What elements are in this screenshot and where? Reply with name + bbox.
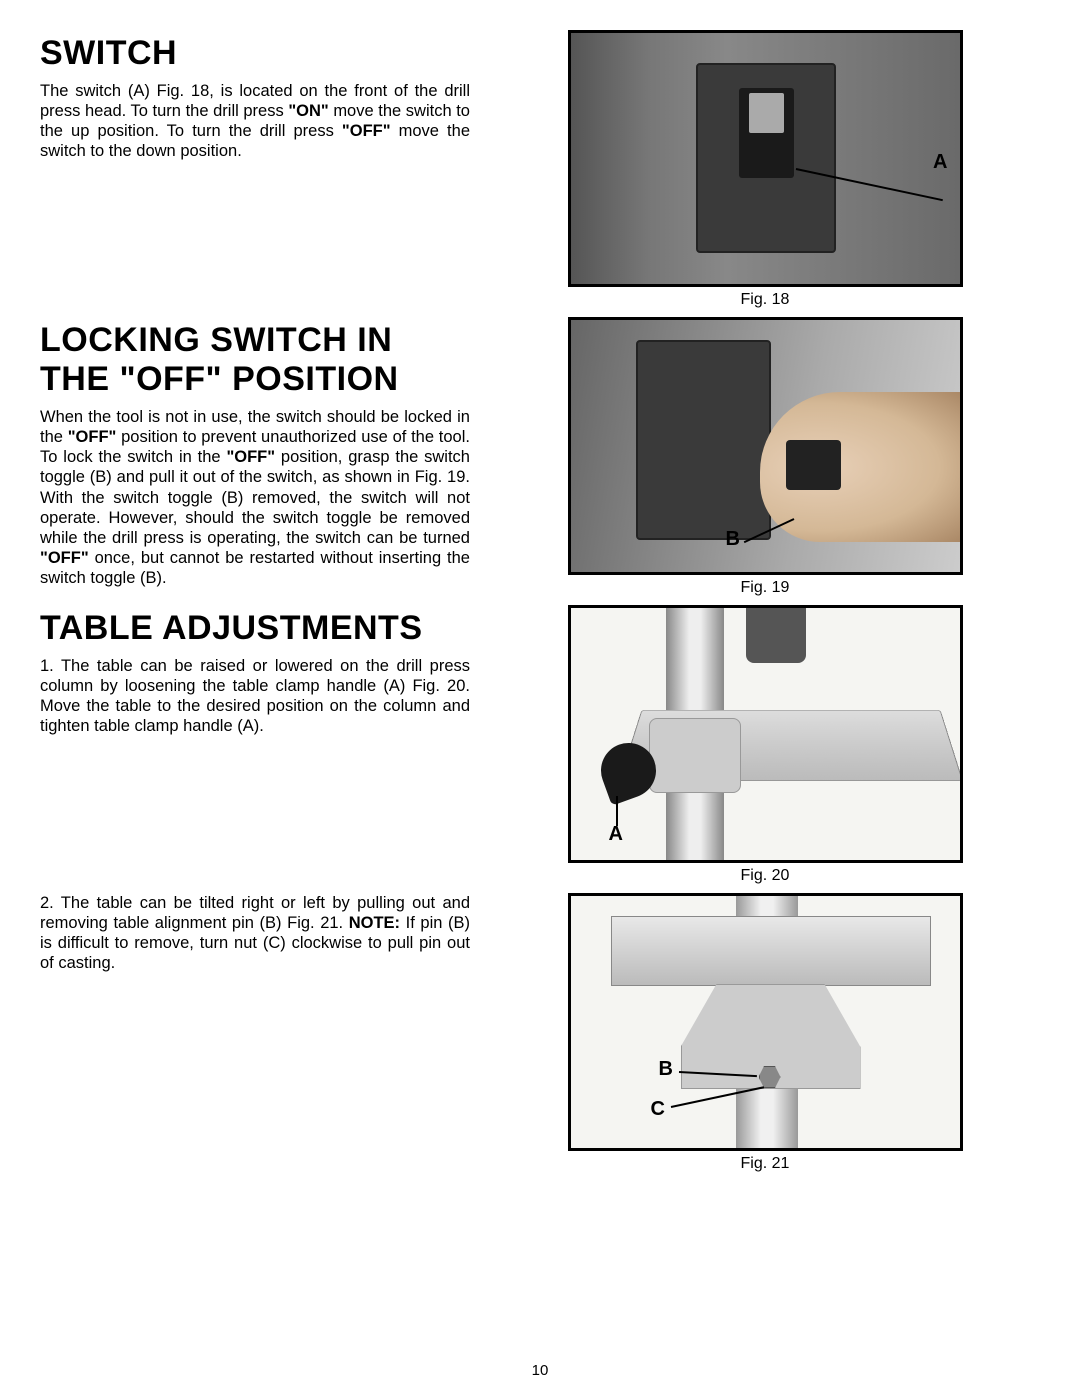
switch-text-column: SWITCH The switch (A) Fig. 18, is locate… xyxy=(40,30,470,309)
locking-heading: LOCKING SWITCH IN THE "OFF" POSITION xyxy=(40,321,470,399)
fig20-collar xyxy=(649,718,741,793)
fig18-caption: Fig. 18 xyxy=(741,291,790,309)
fig21-label-c: C xyxy=(651,1098,665,1121)
table-adj-text-column: TABLE ADJUSTMENTS 1. The table can be ra… xyxy=(40,605,470,885)
locking-text-6: once, but cannot be restarted without in… xyxy=(40,549,470,587)
fig19-column: B Fig. 19 xyxy=(490,317,1040,597)
table-adj-item2: 2. The table can be tilted right or left… xyxy=(40,893,470,974)
switch-heading: SWITCH xyxy=(40,34,470,73)
fig20-caption: Fig. 20 xyxy=(741,867,790,885)
figure-19: B xyxy=(568,317,963,575)
fig21-caption: Fig. 21 xyxy=(741,1155,790,1173)
fig21-label-b: B xyxy=(659,1058,673,1081)
figure-18: A xyxy=(568,30,963,287)
fig21-column: B C Fig. 21 xyxy=(490,893,1040,1173)
section-table-adj-row2: 2. The table can be tilted right or left… xyxy=(40,893,1040,1173)
section-locking-row: LOCKING SWITCH IN THE "OFF" POSITION Whe… xyxy=(40,317,1040,597)
locking-bold-2: "OFF" xyxy=(226,448,275,466)
fig19-label-b: B xyxy=(726,528,740,551)
fig21-table-underside xyxy=(611,916,931,986)
item2-bold-note: NOTE: xyxy=(349,914,400,932)
switch-bold-off: "OFF" xyxy=(342,122,391,140)
fig19-caption: Fig. 19 xyxy=(741,579,790,597)
figure-21: B C xyxy=(568,893,963,1151)
locking-body: When the tool is not in use, the switch … xyxy=(40,407,470,588)
switch-bold-on: "ON" xyxy=(288,102,328,120)
fig20-chuck xyxy=(746,608,806,663)
figure-20: A xyxy=(568,605,963,863)
locking-text-column: LOCKING SWITCH IN THE "OFF" POSITION Whe… xyxy=(40,317,470,597)
fig18-toggle xyxy=(749,93,784,133)
fig20-label-a: A xyxy=(609,823,623,846)
table-adj-text-column-2: 2. The table can be tilted right or left… xyxy=(40,893,470,1173)
fig19-switchbox xyxy=(636,340,771,540)
switch-body: The switch (A) Fig. 18, is located on th… xyxy=(40,81,470,162)
fig19-toggle-key xyxy=(786,440,841,490)
section-switch-row: SWITCH The switch (A) Fig. 18, is locate… xyxy=(40,30,1040,309)
fig18-column: A Fig. 18 xyxy=(490,30,1040,309)
table-adj-heading: TABLE ADJUSTMENTS xyxy=(40,609,470,648)
fig18-label-a: A xyxy=(933,151,947,174)
section-table-adj-row: TABLE ADJUSTMENTS 1. The table can be ra… xyxy=(40,605,1040,885)
fig20-leader-line xyxy=(616,796,618,826)
locking-bold-1: "OFF" xyxy=(68,428,117,446)
fig20-column: A Fig. 20 xyxy=(490,605,1040,885)
locking-bold-3: "OFF" xyxy=(40,549,89,567)
page-number: 10 xyxy=(532,1362,549,1379)
table-adj-item1: 1. The table can be raised or lowered on… xyxy=(40,656,470,737)
